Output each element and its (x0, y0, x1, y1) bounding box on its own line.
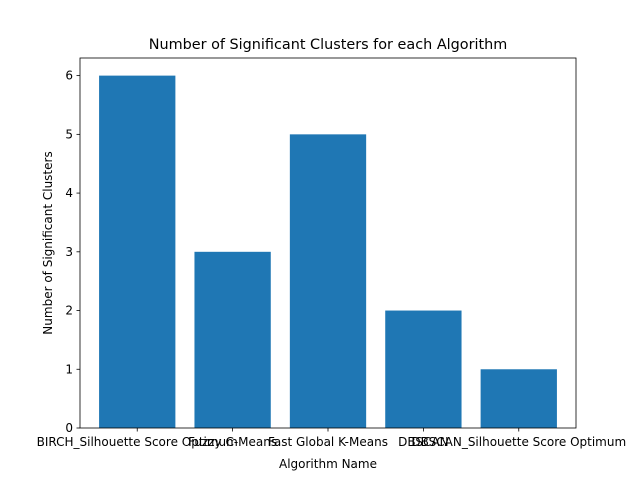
bar (385, 310, 462, 428)
x-tick-label: Fuzzy C-Means (188, 435, 277, 449)
y-tick-label: 4 (65, 186, 73, 200)
plot-area-frame (79, 57, 577, 429)
y-axis-ticks: 0 1 2 3 4 5 6 (65, 69, 80, 435)
y-axis-label: Number of Significant Clusters (41, 151, 55, 334)
x-tick-label: DBSCAN_Silhouette Score Optimum (411, 435, 626, 449)
y-tick-label: 6 (65, 69, 73, 83)
bars-group (99, 75, 557, 428)
y-tick-label: 3 (65, 245, 73, 259)
bar (194, 251, 271, 428)
y-tick-label: 2 (65, 304, 73, 318)
bar (289, 134, 367, 428)
y-tick-label: 0 (65, 421, 73, 435)
y-tick-label: 1 (65, 362, 73, 376)
x-tick-label: DBSCAN (398, 435, 448, 449)
bar (99, 75, 176, 428)
y-tick-label: 5 (65, 127, 73, 141)
bar (480, 369, 557, 428)
x-tick-label: BIRCH_Silhouette Score Optimum (37, 435, 238, 449)
x-axis-label: Algorithm Name (279, 457, 377, 471)
x-tick-label: Fast Global K-Means (268, 435, 388, 449)
chart-title: Number of Significant Clusters for each … (149, 37, 508, 53)
